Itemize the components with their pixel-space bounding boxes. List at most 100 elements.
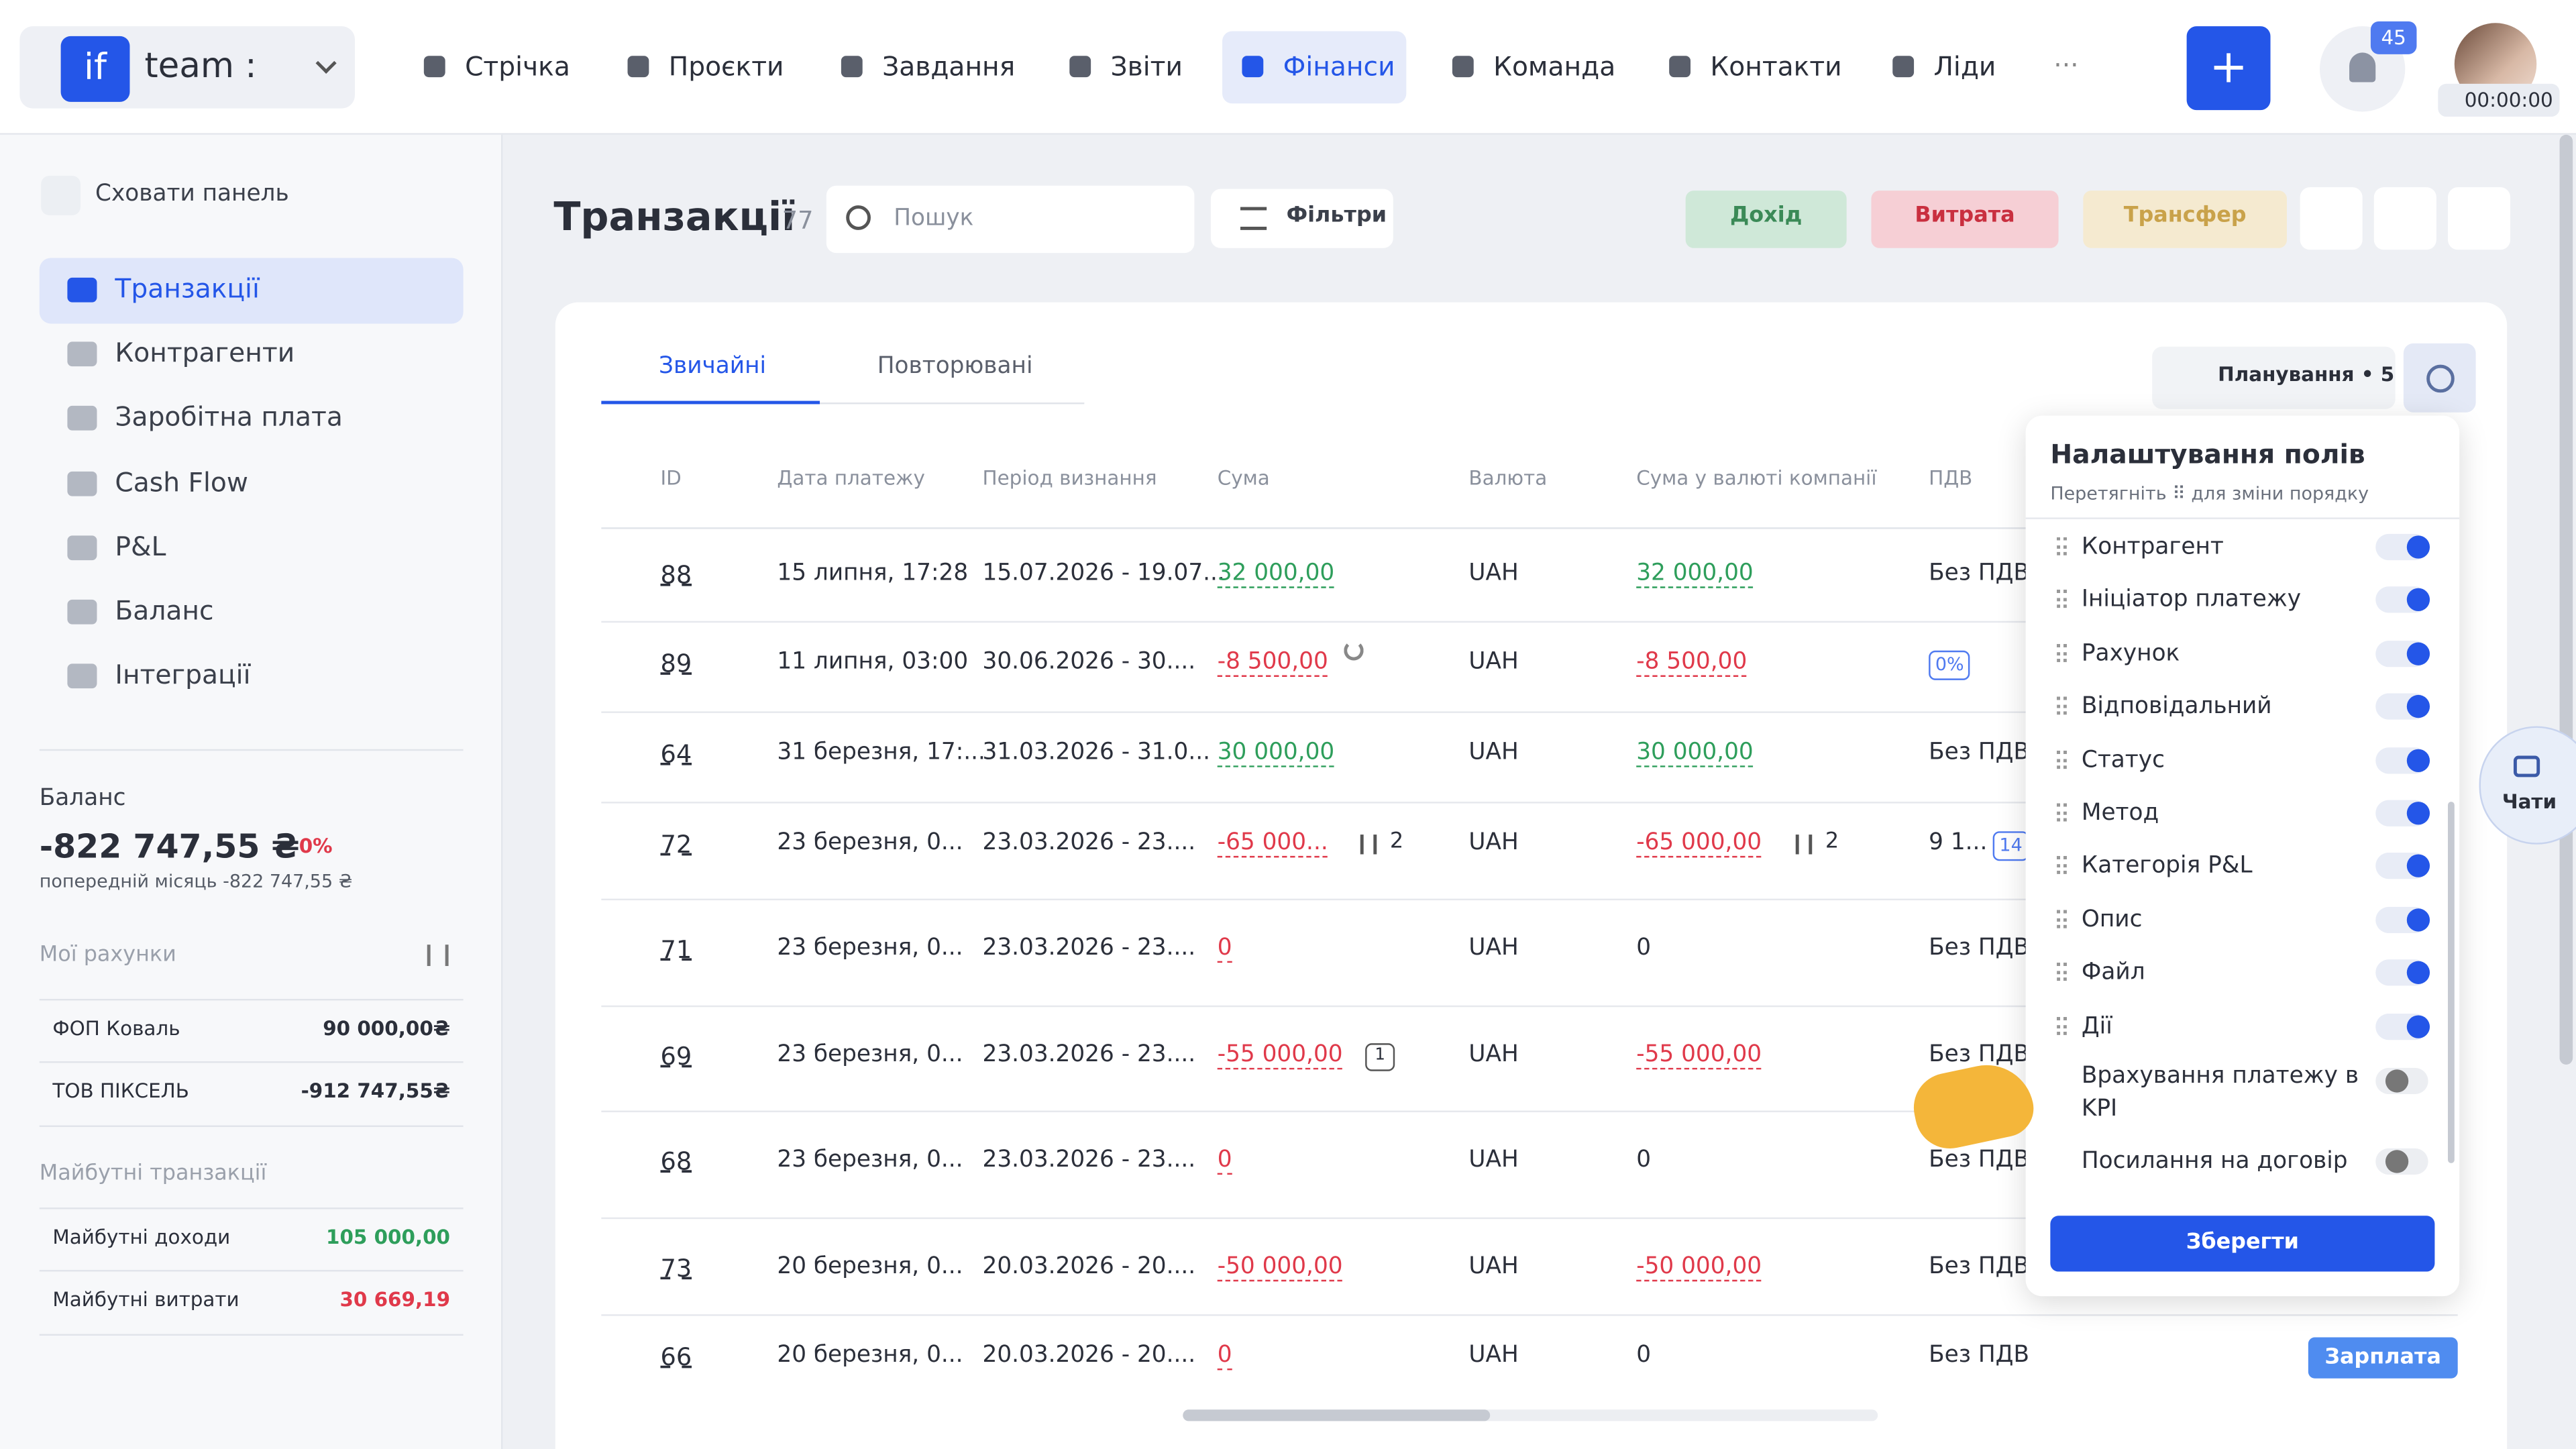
nav-item[interactable]: Контакти <box>1710 50 1842 83</box>
cell-vat: 0% <box>1929 650 1971 680</box>
sidebar-item[interactable]: Баланс <box>115 594 214 627</box>
cell-id[interactable]: 64 <box>660 739 692 769</box>
field-toggle[interactable] <box>2375 1148 2428 1175</box>
nav-item[interactable]: Фінанси <box>1283 50 1395 83</box>
chat-button[interactable] <box>2479 726 2576 845</box>
transfer-button[interactable]: Трансфер <box>2083 191 2288 248</box>
sidebar-item[interactable]: Cash Flow <box>115 466 248 498</box>
drag-handle <box>2057 856 2067 875</box>
field-label: Посилання на договір <box>2081 1148 2348 1175</box>
nav-item[interactable]: Команда <box>1493 50 1616 83</box>
field-toggle[interactable] <box>2375 959 2430 986</box>
planning-button[interactable]: Планування • 5 <box>2152 346 2396 409</box>
column-header[interactable]: Дата платежу <box>777 466 925 490</box>
column-header[interactable]: Валюта <box>1468 466 1548 490</box>
field-label: Файл <box>2081 959 2145 986</box>
sidebar-icon <box>67 599 97 625</box>
save-button[interactable]: Зберегти <box>2050 1216 2435 1272</box>
expense-button[interactable]: Витрата <box>1871 191 2059 248</box>
toggle-knob <box>2406 588 2430 612</box>
add-button[interactable]: + <box>2186 26 2271 111</box>
workspace-switch[interactable]: if team : <box>19 26 355 109</box>
field-toggle[interactable] <box>2375 1067 2428 1095</box>
sidebar-icon <box>67 535 97 560</box>
v-scrollbar[interactable] <box>2559 134 2573 1065</box>
cell-id[interactable]: 88 <box>660 560 692 590</box>
hide-panel[interactable]: Сховати панель <box>95 180 289 207</box>
sidebar-item[interactable]: Інтеграції <box>115 659 251 691</box>
cell-currency: UAH <box>1468 1253 1519 1280</box>
cell-sum-company: 0 <box>1636 1146 1652 1173</box>
toolbar-button[interactable] <box>2373 187 2436 250</box>
field-toggle[interactable] <box>2375 587 2430 614</box>
cell-sum-company: -50 000,00 <box>1636 1254 1762 1282</box>
nav-item[interactable]: Завдання <box>882 50 1016 83</box>
field-label: Дії <box>2081 1013 2112 1040</box>
nav-item[interactable]: Проєкти <box>668 50 784 83</box>
field-toggle[interactable] <box>2375 853 2430 880</box>
panel-scroll-thumb[interactable] <box>2448 802 2455 1163</box>
cell-id[interactable]: 69 <box>660 1041 692 1071</box>
gear <box>2426 364 2455 393</box>
cell-id[interactable]: 89 <box>660 649 692 679</box>
toolbar-button[interactable] <box>2300 187 2363 250</box>
cell-id[interactable]: 73 <box>660 1253 692 1283</box>
filters-button[interactable]: Фільтри <box>1210 189 1393 248</box>
cell-id[interactable]: 71 <box>660 934 692 965</box>
nav-item[interactable]: Стрічка <box>465 50 570 83</box>
sidebar-icon <box>67 277 97 303</box>
nav-more[interactable]: ··· <box>2053 49 2079 81</box>
category-tag[interactable]: Зарплата <box>2308 1337 2458 1379</box>
cell-currency: UAH <box>1468 739 1519 766</box>
field-label: Врахування платежу в KPI <box>2081 1063 2359 1122</box>
cell-sum: 0 <box>1217 1342 1232 1371</box>
sidebar-item[interactable]: Заробітна плата <box>115 401 343 433</box>
cell-id[interactable]: 72 <box>660 829 692 859</box>
split-count[interactable]: 2 <box>1825 829 1839 855</box>
tab[interactable]: Звичайні <box>659 353 767 380</box>
nav-item[interactable]: Звіти <box>1110 50 1183 83</box>
field-toggle[interactable] <box>2375 640 2430 667</box>
nav-item[interactable]: Ліди <box>1933 50 1996 83</box>
field-toggle[interactable] <box>2375 906 2430 933</box>
timer[interactable]: 00:00:00 <box>2438 83 2560 117</box>
sidebar-icon <box>67 470 97 496</box>
row-divider <box>39 1061 464 1063</box>
cell-id[interactable]: 68 <box>660 1146 692 1177</box>
column-header[interactable]: Сума <box>1217 466 1270 490</box>
sidebar-row-label: Майбутні доходи <box>52 1225 231 1249</box>
cell-vat: Без ПДВ <box>1929 1253 2029 1280</box>
search[interactable]: Пошук <box>826 185 1195 254</box>
h-scroll-thumb[interactable] <box>1183 1409 1491 1421</box>
income-button[interactable]: Дохід <box>1685 191 1847 248</box>
sidebar-item[interactable]: P&L <box>115 530 166 562</box>
sidebar-item[interactable]: Транзакції <box>115 272 260 305</box>
sidebar-row-value: 30 669,19 <box>339 1288 451 1311</box>
cell-id[interactable]: 66 <box>660 1342 692 1372</box>
field-toggle[interactable] <box>2375 693 2430 720</box>
field-toggle[interactable] <box>2375 533 2430 561</box>
toolbar-button[interactable] <box>2448 187 2511 250</box>
cell-date: 23 березня, 0... <box>777 829 963 856</box>
field-toggle[interactable] <box>2375 747 2430 773</box>
toggle-knob <box>2385 1150 2409 1173</box>
sidebar-item[interactable]: Контрагенти <box>115 337 295 369</box>
balance-label: Баланс <box>39 785 126 812</box>
split-count[interactable]: 2 <box>1389 829 1404 855</box>
tab[interactable]: Повторювані <box>877 353 1033 380</box>
header-line <box>601 527 2458 529</box>
column-header[interactable]: Сума у валюті компанії <box>1636 466 1877 490</box>
cell-vat: Без ПДВ <box>1929 1342 2029 1369</box>
column-header[interactable]: ID <box>660 466 682 490</box>
cell-currency: UAH <box>1468 1342 1519 1369</box>
column-header[interactable]: ПДВ <box>1929 466 1973 490</box>
cell-date: 20 березня, 0... <box>777 1342 963 1369</box>
row-divider <box>39 998 464 1001</box>
cell-sum-company: 32 000,00 <box>1636 560 1754 588</box>
cell-vat: Без ПДВ <box>1929 934 2029 961</box>
sidebar-row-value: 90 000,00₴ <box>323 1016 451 1040</box>
field-toggle[interactable] <box>2375 800 2430 826</box>
cell-sum-company: 30 000,00 <box>1636 739 1754 767</box>
field-toggle[interactable] <box>2375 1013 2430 1040</box>
column-header[interactable]: Період визнання <box>982 466 1157 490</box>
